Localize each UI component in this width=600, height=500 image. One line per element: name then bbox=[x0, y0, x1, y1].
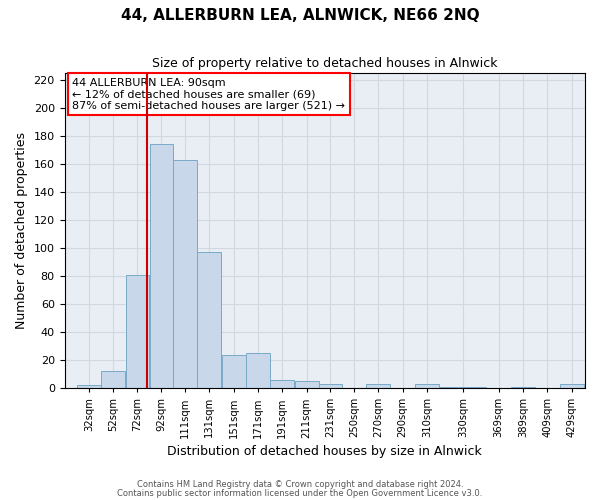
Text: Contains HM Land Registry data © Crown copyright and database right 2024.: Contains HM Land Registry data © Crown c… bbox=[137, 480, 463, 489]
Title: Size of property relative to detached houses in Alnwick: Size of property relative to detached ho… bbox=[152, 58, 497, 70]
Bar bbox=[560, 384, 584, 388]
Bar bbox=[173, 160, 197, 388]
Bar bbox=[270, 380, 294, 388]
Bar bbox=[246, 353, 270, 388]
Bar bbox=[415, 384, 439, 388]
Text: Contains public sector information licensed under the Open Government Licence v3: Contains public sector information licen… bbox=[118, 488, 482, 498]
Bar bbox=[319, 384, 341, 388]
Bar bbox=[125, 274, 149, 388]
X-axis label: Distribution of detached houses by size in Alnwick: Distribution of detached houses by size … bbox=[167, 444, 482, 458]
Bar bbox=[101, 372, 125, 388]
Bar bbox=[77, 386, 101, 388]
Text: 44 ALLERBURN LEA: 90sqm
← 12% of detached houses are smaller (69)
87% of semi-de: 44 ALLERBURN LEA: 90sqm ← 12% of detache… bbox=[73, 78, 346, 111]
Bar bbox=[221, 354, 245, 388]
Bar bbox=[295, 381, 319, 388]
Text: 44, ALLERBURN LEA, ALNWICK, NE66 2NQ: 44, ALLERBURN LEA, ALNWICK, NE66 2NQ bbox=[121, 8, 479, 22]
Bar bbox=[150, 144, 173, 388]
Bar bbox=[511, 387, 535, 388]
Bar bbox=[439, 387, 487, 388]
Bar bbox=[366, 384, 390, 388]
Y-axis label: Number of detached properties: Number of detached properties bbox=[15, 132, 28, 329]
Bar bbox=[197, 252, 221, 388]
